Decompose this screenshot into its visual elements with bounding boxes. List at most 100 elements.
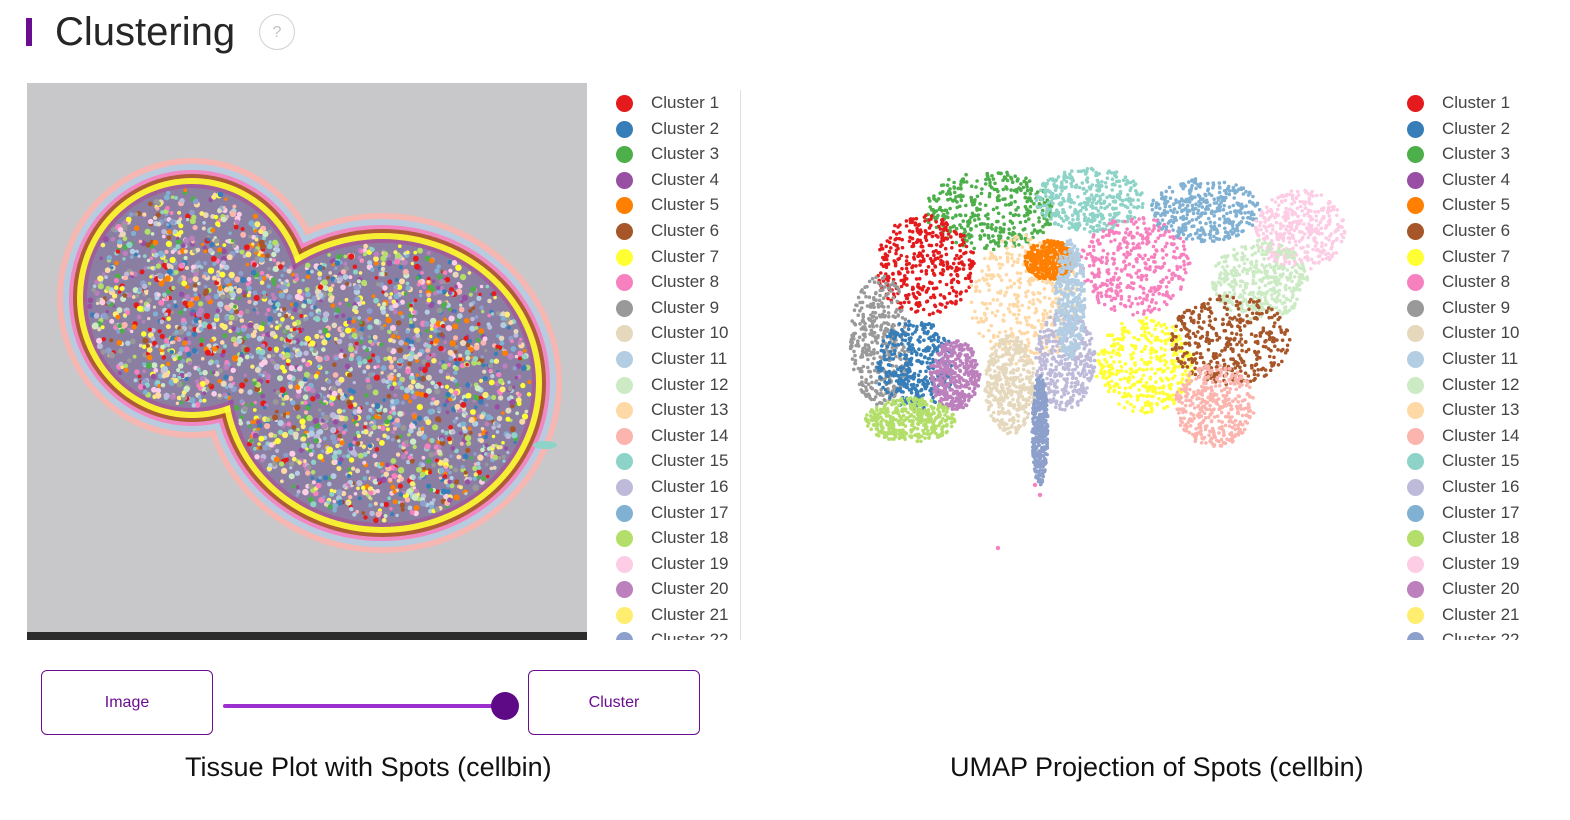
legend-swatch xyxy=(616,530,633,548)
legend-label: Cluster 15 xyxy=(1442,451,1520,471)
legend-item[interactable]: Cluster 21 xyxy=(608,602,740,628)
legend-item[interactable]: Cluster 10 xyxy=(1399,320,1549,346)
legend-item[interactable]: Cluster 8 xyxy=(608,269,740,295)
legend-item[interactable]: Cluster 18 xyxy=(608,525,740,551)
legend-item[interactable]: Cluster 19 xyxy=(608,551,740,577)
legend-swatch xyxy=(616,376,633,394)
legend-item[interactable]: Cluster 22 xyxy=(1399,627,1549,640)
legend-item[interactable]: Cluster 20 xyxy=(608,576,740,602)
legend-swatch xyxy=(1407,555,1424,573)
legend-item[interactable]: Cluster 21 xyxy=(1399,602,1549,628)
umap-cluster xyxy=(1034,166,1145,234)
legend-item[interactable]: Cluster 3 xyxy=(608,141,740,167)
legend-item[interactable]: Cluster 1 xyxy=(608,90,740,116)
legend-swatch xyxy=(1407,453,1424,471)
tissue-plot[interactable] xyxy=(27,83,587,640)
legend-item[interactable]: Cluster 6 xyxy=(1399,218,1549,244)
legend-item[interactable]: Cluster 12 xyxy=(608,372,740,398)
legend-label: Cluster 19 xyxy=(651,553,729,573)
question-mark-icon[interactable]: ? xyxy=(259,14,295,50)
legend-item[interactable]: Cluster 11 xyxy=(1399,346,1549,372)
legend-swatch xyxy=(616,299,633,317)
legend-label: Cluster 11 xyxy=(1442,348,1519,368)
legend-label: Cluster 2 xyxy=(651,118,720,138)
legend-label: Cluster 22 xyxy=(651,630,729,640)
legend-item[interactable]: Cluster 9 xyxy=(1399,295,1549,321)
legend-item[interactable]: Cluster 6 xyxy=(608,218,740,244)
legend-swatch xyxy=(616,504,633,522)
legend-item[interactable]: Cluster 16 xyxy=(1399,474,1549,500)
legend-item[interactable]: Cluster 12 xyxy=(1399,372,1549,398)
tissue-plot-caption: Tissue Plot with Spots (cellbin) xyxy=(185,752,552,782)
umap-outlier xyxy=(995,545,1001,551)
umap-cluster xyxy=(1034,309,1097,412)
legend-swatch xyxy=(616,402,633,420)
legend-item[interactable]: Cluster 13 xyxy=(608,397,740,423)
legend-swatch xyxy=(1407,171,1424,189)
legend-item[interactable]: Cluster 4 xyxy=(1399,167,1549,193)
legend-label: Cluster 8 xyxy=(1442,272,1511,292)
legend-label: Cluster 11 xyxy=(651,348,728,368)
legend-label: Cluster 3 xyxy=(1442,144,1511,164)
legend-swatch xyxy=(1407,504,1424,522)
umap-legend[interactable]: Cluster 1 Cluster 2 Cluster 3 Cluster 4 Clus… xyxy=(1399,90,1549,640)
legend-label: Cluster 16 xyxy=(1442,476,1520,496)
umap-cluster xyxy=(1210,238,1310,321)
legend-label: Cluster 6 xyxy=(651,220,720,240)
legend-swatch xyxy=(1407,222,1424,240)
umap-cluster xyxy=(1150,177,1262,244)
legend-item[interactable]: Cluster 17 xyxy=(1399,500,1549,526)
legend-swatch xyxy=(616,632,633,640)
legend-item[interactable]: Cluster 16 xyxy=(608,474,740,500)
legend-item[interactable]: Cluster 11 xyxy=(608,346,740,372)
legend-swatch xyxy=(1407,530,1424,548)
opacity-slider-track[interactable] xyxy=(223,704,505,708)
legend-swatch xyxy=(1407,299,1424,317)
tissue-legend[interactable]: Cluster 1 Cluster 2 Cluster 3 Cluster 4 Clus… xyxy=(608,90,741,640)
legend-label: Cluster 6 xyxy=(1442,220,1511,240)
legend-swatch xyxy=(616,171,633,189)
legend-item[interactable]: Cluster 14 xyxy=(1399,423,1549,449)
legend-item[interactable]: Cluster 1 xyxy=(1399,90,1549,116)
image-button[interactable]: Image xyxy=(41,670,213,735)
legend-label: Cluster 13 xyxy=(651,400,729,420)
legend-item[interactable]: Cluster 14 xyxy=(608,423,740,449)
legend-swatch xyxy=(616,478,633,496)
legend-swatch xyxy=(616,350,633,368)
legend-item[interactable]: Cluster 19 xyxy=(1399,551,1549,577)
umap-cluster xyxy=(1030,374,1050,487)
umap-cluster xyxy=(876,213,976,317)
legend-item[interactable]: Cluster 15 xyxy=(1399,448,1549,474)
legend-item[interactable]: Cluster 7 xyxy=(608,244,740,270)
legend-item[interactable]: Cluster 22 xyxy=(608,627,740,640)
opacity-slider-thumb[interactable] xyxy=(491,692,519,720)
umap-plot[interactable] xyxy=(800,150,1360,570)
legend-swatch xyxy=(1407,478,1424,496)
umap-cluster xyxy=(983,334,1037,436)
legend-item[interactable]: Cluster 20 xyxy=(1399,576,1549,602)
legend-swatch xyxy=(616,274,633,292)
legend-item[interactable]: Cluster 5 xyxy=(608,192,740,218)
legend-item[interactable]: Cluster 2 xyxy=(608,116,740,142)
cluster-button[interactable]: Cluster xyxy=(528,670,700,735)
legend-item[interactable]: Cluster 7 xyxy=(1399,244,1549,270)
legend-item[interactable]: Cluster 9 xyxy=(608,295,740,321)
legend-item[interactable]: Cluster 4 xyxy=(608,167,740,193)
legend-swatch xyxy=(616,197,633,215)
legend-item[interactable]: Cluster 13 xyxy=(1399,397,1549,423)
legend-label: Cluster 17 xyxy=(651,502,729,522)
legend-item[interactable]: Cluster 17 xyxy=(608,500,740,526)
legend-label: Cluster 7 xyxy=(1442,246,1511,266)
legend-item[interactable]: Cluster 10 xyxy=(608,320,740,346)
legend-item[interactable]: Cluster 15 xyxy=(608,448,740,474)
legend-label: Cluster 12 xyxy=(651,374,729,394)
legend-item[interactable]: Cluster 8 xyxy=(1399,269,1549,295)
umap-cluster xyxy=(928,339,982,412)
legend-swatch xyxy=(616,606,633,624)
umap-cluster xyxy=(1169,294,1292,386)
legend-item[interactable]: Cluster 2 xyxy=(1399,116,1549,142)
legend-item[interactable]: Cluster 3 xyxy=(1399,141,1549,167)
legend-item[interactable]: Cluster 5 xyxy=(1399,192,1549,218)
legend-label: Cluster 15 xyxy=(651,451,729,471)
legend-item[interactable]: Cluster 18 xyxy=(1399,525,1549,551)
